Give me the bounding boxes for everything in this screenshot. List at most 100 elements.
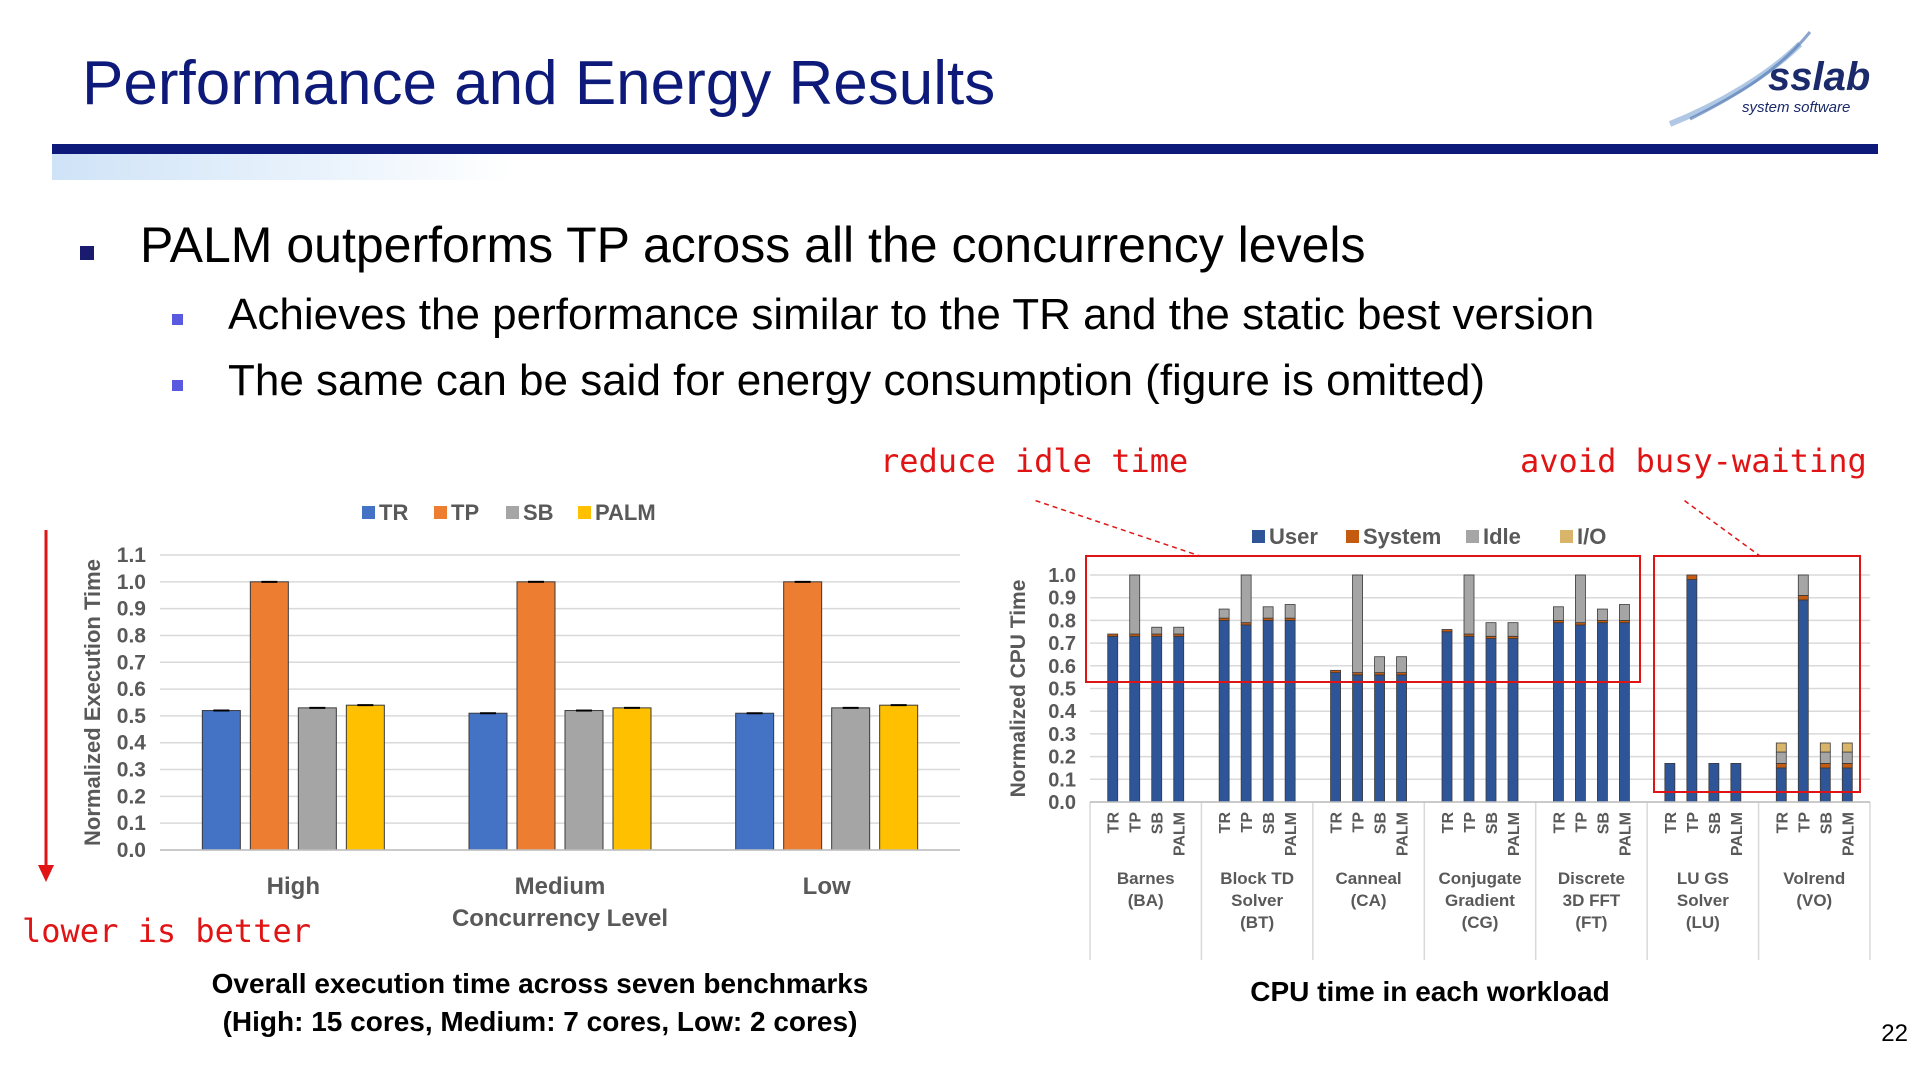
stacked-bar-segment: [1262, 620, 1274, 803]
bar-label: PALM: [1283, 812, 1300, 856]
stacked-bar-segment: [1841, 763, 1853, 769]
y-tick-label: 0.1: [1048, 769, 1076, 791]
stacked-bar-segment: [1374, 656, 1385, 674]
legend-swatch-sb: [506, 506, 519, 519]
bullet-sub-1: Achieves the performance similar to the …: [228, 290, 1595, 339]
stacked-bar-segment: [1553, 622, 1564, 803]
bar-label: PALM: [1729, 812, 1746, 856]
x-tick-label: Low: [803, 873, 851, 900]
stacked-bar-segment: [1485, 638, 1497, 803]
bar-label: TP: [1462, 812, 1479, 833]
stacked-bar-segment: [1262, 606, 1274, 619]
stacked-bar-segment: [1841, 767, 1853, 803]
bullet-main: PALM outperforms TP across all the concu…: [140, 217, 1366, 273]
annotation-lower-is-better: lower is better: [22, 912, 311, 950]
bar-tr-low: [735, 712, 775, 851]
bar-tp-low: [783, 581, 823, 851]
left-chart-caption-line1: Overall execution time across seven benc…: [211, 968, 869, 999]
legend-label-sb: SB: [523, 500, 554, 525]
group-label: 3D FFT: [1563, 891, 1621, 910]
stacked-bar-segment: [1797, 574, 1809, 596]
sub-bullet-marker: [172, 380, 183, 391]
sslab-logo: sslab system software: [1668, 31, 1870, 127]
stacked-bar-segment: [1575, 624, 1586, 803]
legend-label-palm: PALM: [595, 500, 656, 525]
stacked-bar-segment: [1330, 672, 1341, 803]
stacked-bar-segment: [1129, 574, 1141, 635]
y-tick-label: 0.4: [1048, 701, 1077, 723]
y-tick-label: 1.1: [117, 544, 147, 567]
stacked-bar-segment: [1775, 742, 1787, 753]
group-label: (CA): [1351, 891, 1387, 910]
bar-tp-high: [249, 581, 289, 851]
stacked-bar-segment: [1841, 742, 1853, 753]
bar-label: SB: [1595, 812, 1612, 834]
stacked-bar-segment: [1240, 574, 1252, 624]
y-tick-label: 0.9: [117, 598, 146, 621]
stacked-bar-segment: [1575, 574, 1586, 624]
bar-label: TR: [1774, 812, 1791, 834]
highlight-box-avoid-busy-waiting: [1653, 555, 1861, 793]
stacked-bar-segment: [1730, 763, 1742, 803]
stacked-bar-segment: [1352, 674, 1363, 803]
bar-label: PALM: [1617, 812, 1634, 856]
y-tick-label: 0.8: [117, 624, 147, 647]
annotation-pointer: [1031, 500, 1201, 557]
stacked-bar-segment: [1819, 742, 1831, 753]
stacked-bar-segment: [1441, 631, 1453, 803]
y-tick-label: 0.4: [117, 732, 147, 755]
group-label: Solver: [1677, 891, 1729, 910]
stacked-bar-segment: [1240, 624, 1252, 803]
y-tick-label: 0.2: [1048, 747, 1076, 769]
bar-tr-high: [201, 710, 241, 851]
legend-label-system: System: [1363, 524, 1441, 549]
bar-label: SB: [1484, 812, 1501, 834]
stacked-bar-segment: [1664, 763, 1676, 803]
bar-label: TP: [1128, 812, 1145, 833]
stacked-bar-segment: [1396, 674, 1407, 803]
bar-label: SB: [1707, 812, 1724, 834]
stacked-bar-segment: [1352, 574, 1363, 674]
stacked-bar-segment: [1507, 638, 1519, 803]
bar-label: TP: [1685, 812, 1702, 833]
sub-bullet-marker: [172, 314, 183, 325]
stacked-bar-segment: [1686, 574, 1698, 580]
svg-text:system software: system software: [1742, 99, 1850, 116]
legend-swatch-tr: [362, 506, 375, 519]
bar-label: TP: [1573, 812, 1590, 833]
legend-swatch-io: [1560, 530, 1573, 543]
annotation-reduce-idle: reduce idle time: [880, 442, 1189, 480]
stacked-bar-segment: [1797, 599, 1809, 803]
y-tick-label: 0.6: [1048, 656, 1076, 678]
group-label: LU GS: [1677, 869, 1729, 888]
stacked-bar-segment: [1797, 595, 1809, 601]
group-label: (BT): [1240, 913, 1274, 932]
stacked-bar-segment: [1708, 763, 1720, 803]
stacked-bar-segment: [1775, 763, 1787, 769]
title-underline: [52, 144, 1878, 154]
stacked-bar-segment: [1173, 635, 1185, 803]
bar-label: TR: [1663, 812, 1680, 834]
group-label: Barnes: [1117, 869, 1175, 888]
bar-label: TP: [1239, 812, 1256, 833]
y-axis-label: Normalized Execution Time: [80, 559, 105, 846]
stacked-bar-segment: [1553, 606, 1564, 621]
y-tick-label: 0.5: [117, 705, 147, 728]
stacked-bar-segment: [1218, 608, 1230, 619]
y-tick-label: 0.7: [117, 651, 146, 674]
stacked-bar-segment: [1173, 626, 1185, 635]
bar-label: SB: [1261, 812, 1278, 834]
legend-swatch-user: [1252, 530, 1265, 543]
y-axis-label: Normalized CPU Time: [1007, 580, 1030, 798]
bar-palm-low: [879, 704, 919, 851]
group-label: (CG): [1462, 913, 1499, 932]
stacked-bar-segment: [1819, 767, 1831, 803]
stacked-bar-segment: [1775, 767, 1787, 803]
stacked-bar-segment: [1330, 669, 1341, 674]
slide-title: Performance and Energy Results: [82, 49, 996, 118]
stacked-bar-segment: [1775, 751, 1787, 764]
stacked-bar-segment: [1597, 622, 1608, 803]
stacked-bar-segment: [1396, 656, 1407, 674]
stacked-bar-segment: [1129, 635, 1141, 803]
group-label: (LU): [1686, 913, 1720, 932]
